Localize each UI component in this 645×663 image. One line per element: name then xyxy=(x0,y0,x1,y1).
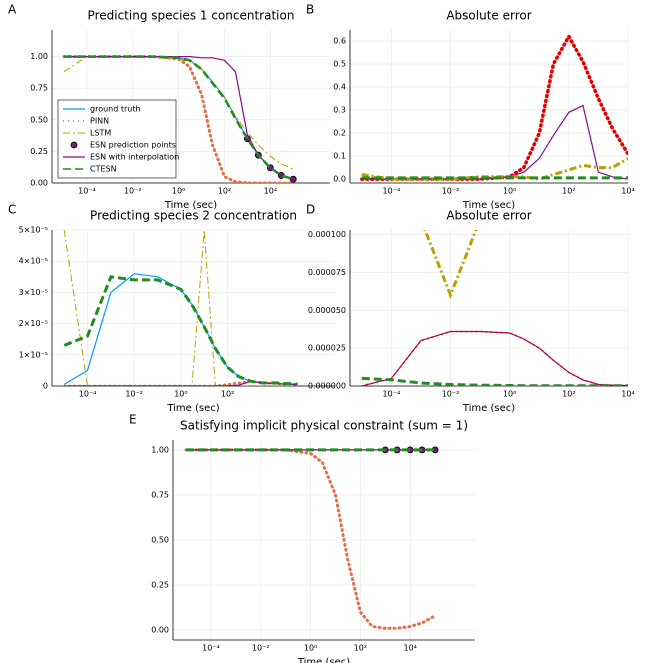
x-tick-label: 10⁻² xyxy=(125,390,143,399)
y-tick-label: 0.25 xyxy=(30,147,48,156)
series-line xyxy=(360,32,628,181)
x-tick-label: 10⁻² xyxy=(252,644,270,653)
series-line xyxy=(361,157,628,181)
series-line xyxy=(361,330,628,386)
x-tick-label: 10⁻⁴ xyxy=(383,390,401,399)
y-tick-label: 0.0 xyxy=(333,175,346,184)
plot-area xyxy=(62,55,297,183)
y-tick-label: 0 xyxy=(43,382,48,391)
x-tick-label: 10² xyxy=(218,187,231,196)
legend-label: ground truth xyxy=(90,105,141,114)
x-tick-label: 10⁻⁴ xyxy=(383,187,401,196)
legend-box xyxy=(57,99,177,179)
plot-area xyxy=(62,230,299,386)
y-tick-label: 0.000000 xyxy=(308,382,346,391)
y-tick-label: 0.50 xyxy=(151,536,169,545)
x-tick-label: 10⁴ xyxy=(264,187,277,196)
legend-label: PINN xyxy=(90,117,109,126)
x-tick-label: 10⁰ xyxy=(172,187,185,196)
y-tick-label: 0.1 xyxy=(333,152,346,161)
x-axis-label: Time (sec) xyxy=(462,200,515,211)
x-tick-label: 10⁻⁴ xyxy=(202,644,220,653)
y-tick-label: 0.3 xyxy=(333,106,346,115)
legend-label: CTESN xyxy=(90,165,117,174)
y-tick-label: 0.2 xyxy=(333,129,346,138)
y-tick-label: 5×10⁻⁵ xyxy=(19,226,48,235)
x-tick-label: 10⁻² xyxy=(124,187,142,196)
x-tick-label: 10⁴ xyxy=(621,187,634,196)
series-line xyxy=(63,230,298,386)
y-tick-label: 0.6 xyxy=(333,37,346,46)
legend-label: LSTM xyxy=(90,129,111,138)
chart-title: Predicting species 2 concentration xyxy=(90,209,297,223)
x-tick-label: 10² xyxy=(562,187,575,196)
x-axis-label: Time (sec) xyxy=(462,403,515,414)
x-tick-label: 10⁴ xyxy=(621,390,634,399)
x-tick-label: 10⁰ xyxy=(304,644,317,653)
x-tick-label: 10⁻⁴ xyxy=(78,187,96,196)
y-tick-label: 0.000050 xyxy=(308,306,346,315)
series-line xyxy=(423,230,478,300)
y-tick-label: 1.00 xyxy=(151,445,169,454)
y-tick-label: 1×10⁻⁵ xyxy=(19,350,48,359)
x-axis-label: Time (sec) xyxy=(164,200,217,211)
chart-title: Absolute error xyxy=(446,209,531,223)
x-axis-label: Time (sec) xyxy=(166,403,219,414)
x-tick-label: 10² xyxy=(354,644,367,653)
series-line xyxy=(361,330,628,386)
x-tick-label: 10⁴ xyxy=(403,644,416,653)
chart-title: Predicting species 1 concentration xyxy=(88,9,295,23)
legend-marker xyxy=(70,141,78,149)
x-tick-label: 10⁻⁴ xyxy=(79,390,97,399)
y-tick-label: 0.5 xyxy=(333,60,346,69)
x-tick-label: 10⁻² xyxy=(442,390,460,399)
panel-letter: C xyxy=(8,203,16,217)
y-tick-label: 1.00 xyxy=(30,52,48,61)
y-tick-label: 0.000100 xyxy=(308,230,346,239)
plot-area xyxy=(361,230,628,386)
x-tick-label: 10² xyxy=(221,390,234,399)
y-tick-label: 0.000075 xyxy=(308,268,346,277)
series-line xyxy=(64,55,294,181)
y-tick-label: 0.75 xyxy=(30,84,48,93)
chart-title: Satisfying implicit physical constraint … xyxy=(180,419,468,433)
plot-area xyxy=(184,446,439,630)
series-line xyxy=(63,275,298,386)
y-tick-label: 0.00 xyxy=(151,626,169,635)
x-tick-label: 10⁰ xyxy=(174,390,187,399)
series-line xyxy=(361,104,628,180)
y-tick-label: 3×10⁻⁵ xyxy=(19,288,48,297)
y-tick-label: 0.75 xyxy=(151,490,169,499)
legend-label: ESN prediction points xyxy=(90,141,176,150)
y-tick-label: 0.50 xyxy=(30,115,48,124)
y-tick-label: 0.00 xyxy=(30,179,48,188)
x-axis-label: Time (sec) xyxy=(297,657,350,663)
series-line xyxy=(64,380,298,386)
x-tick-label: 10⁰ xyxy=(503,390,516,399)
y-tick-label: 4×10⁻⁵ xyxy=(19,257,48,266)
x-tick-label: 10² xyxy=(562,390,575,399)
y-tick-label: 2×10⁻⁵ xyxy=(19,319,48,328)
legend-label: ESN with interpolation xyxy=(90,153,179,162)
y-tick-label: 0.000025 xyxy=(308,344,346,353)
panel-letter: E xyxy=(129,413,137,427)
x-tick-label: 10⁻² xyxy=(442,187,460,196)
chart-title: Absolute error xyxy=(446,9,531,23)
y-tick-label: 0.25 xyxy=(151,581,169,590)
panel-letter: B xyxy=(306,3,314,17)
panel-letter: A xyxy=(8,3,17,17)
x-tick-label: 10⁰ xyxy=(503,187,516,196)
series-line xyxy=(361,376,628,386)
panel-letter: D xyxy=(306,203,315,217)
y-tick-label: 0.4 xyxy=(333,83,346,92)
plot-area xyxy=(360,32,628,181)
